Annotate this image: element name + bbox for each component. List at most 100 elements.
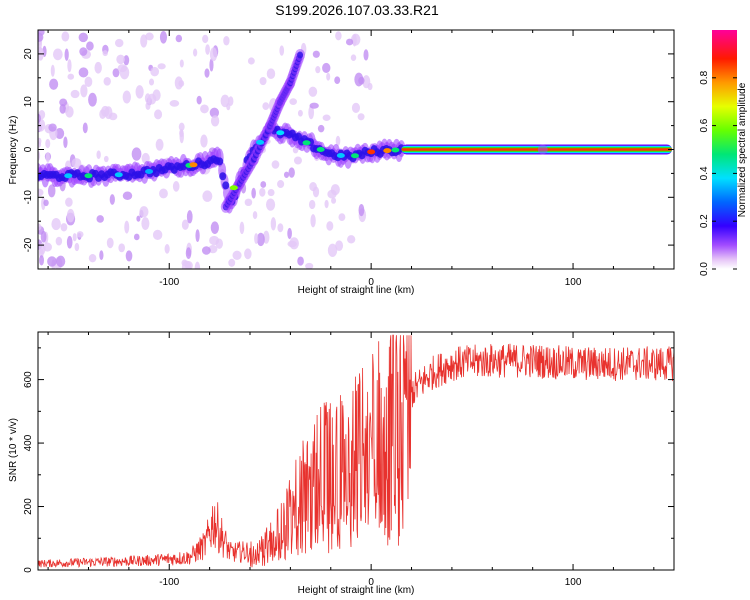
spectrogram-noise-blob (178, 122, 185, 131)
spectrogram-noise-blob (152, 229, 163, 240)
spectrogram-noise-blob (45, 152, 50, 163)
colorbar: 0.0 0.2 0.4 0.6 0.8 Normalized spectral ampl… (699, 30, 748, 276)
spectrogram-noise-blob (335, 240, 344, 252)
spectrogram-noise-blob (181, 219, 189, 230)
spectrogram-noise-blob (326, 221, 334, 231)
spectrogram-noise-blob (228, 258, 236, 267)
spectrogram-noise-blob (136, 215, 141, 222)
spectrogram-noise-blob (38, 113, 41, 124)
spectrogram-noise-blob (94, 61, 102, 74)
spectrogram-noise-blob (324, 199, 329, 209)
spectrogram-ridge-core (222, 181, 230, 190)
spectrogram-noise-blob (103, 155, 109, 163)
spectrogram-noise-blob (78, 32, 88, 43)
spectrogram-noise-blob (247, 57, 255, 65)
spectrogram-noise-blob (52, 48, 63, 61)
spectrogram-noise-blob (140, 34, 148, 48)
spectrogram-ytick-label: 10 (23, 96, 34, 108)
snr-ylabel: SNR (10 * v/v) (8, 418, 19, 482)
spectrogram-noise-blob (210, 221, 219, 235)
spectrogram-noise-blob (358, 76, 365, 85)
colorbar-tick-label: 0.6 (699, 118, 710, 132)
spectrogram-noise-blob (164, 244, 170, 254)
spectrogram-noise-blob (289, 98, 297, 106)
spectrogram-noise-blob (192, 48, 198, 57)
spectrogram-noise-blob (205, 44, 210, 55)
spectrogram-noise-blob (76, 231, 84, 238)
spectrogram-noise-blob (283, 171, 290, 178)
snr-xtick-label: 0 (368, 577, 374, 588)
spectrogram-noise-blob (334, 76, 341, 84)
spectrogram-noise-blob (259, 76, 267, 86)
spectrogram-noise-blob (289, 237, 299, 250)
spectrogram-noise-blob (310, 214, 316, 228)
spectrogram-noise-blob (70, 89, 80, 99)
spectrogram-hotspot (145, 168, 154, 174)
spectrogram-noise-blob (335, 135, 341, 146)
spectrogram-hotspot (383, 148, 392, 154)
spectrogram-noise-blob (65, 197, 73, 207)
snr-axes: -100 0 100 0 200 400 600 (23, 332, 674, 588)
spectrogram-xtick-label: 0 (368, 277, 374, 288)
spectrogram-noise-blob (200, 104, 209, 114)
spectrogram-noise-blob (209, 47, 218, 62)
spectrogram-noise-blob (309, 102, 319, 109)
spectrogram-noise-blob (204, 68, 210, 78)
spectrogram-noise-blob (244, 248, 252, 260)
spectrogram-noise-blob (202, 190, 213, 202)
spectrogram-noise-blob (38, 188, 44, 197)
spectrogram-noise-blob (71, 158, 82, 169)
spectrogram-noise-blob (65, 106, 74, 118)
spectrogram-branch-core (297, 51, 304, 59)
spectrogram-noise-blob (352, 34, 357, 47)
spectrogram-noise-blob (55, 236, 63, 246)
spectrogram-noise-blob (271, 160, 280, 169)
spectrogram-noise-blob (155, 138, 164, 151)
spectrogram-noise-blob (265, 198, 276, 211)
spectrogram-noise-blob (322, 62, 331, 74)
spectrogram-noise-blob (186, 210, 193, 224)
colorbar-tick-label: 0.4 (699, 166, 710, 180)
spectrogram-noise-blob (159, 188, 168, 199)
spectrogram-noise-blob (80, 84, 88, 98)
spectrogram-noise-blob (49, 78, 59, 90)
colorbar-ticks: 0.0 0.2 0.4 0.6 0.8 (699, 70, 737, 276)
spectrogram-noise-blob (79, 47, 88, 56)
spectrogram-ylabel: Frequency (Hz) (8, 116, 19, 185)
spectrogram-noise-blob (201, 246, 211, 255)
spectrogram-noise-blob (196, 95, 202, 105)
spectrogram-noise-blob (259, 187, 266, 197)
spectrogram-noise-blob (357, 113, 365, 121)
spectrogram-noise-blob (210, 115, 220, 127)
spectrogram-noise-blob (175, 34, 183, 43)
spectrogram-noise-blob (322, 114, 331, 121)
spectrogram-noise-blob (279, 45, 285, 56)
spectrogram-noise-blob (297, 256, 304, 266)
spectrogram-noise-blob (123, 55, 130, 66)
spectrogram-noise-blob (45, 138, 51, 149)
spectrogram-noise-blob (38, 150, 41, 161)
spectrogram-noise-blob (125, 250, 133, 262)
spectrogram-noise-blob (232, 250, 242, 260)
spectrogram-noise-blob (99, 250, 104, 261)
spectrogram-noise-blob (64, 48, 69, 61)
spectrogram-noise-blob (102, 50, 108, 57)
spectrogram-noise-blob (288, 167, 295, 178)
spectrogram-noise-blob (266, 68, 276, 80)
spectrogram-noise-blob (56, 255, 66, 268)
spectrogram-noise-blob (363, 49, 369, 61)
spectrogram-noise-blob (326, 72, 331, 81)
spectrogram-noise-blob (112, 68, 120, 78)
spectrogram-noise-blob (179, 129, 184, 144)
spectrogram-noise-blob (305, 262, 314, 269)
spectrogram-noise-blob (59, 103, 66, 114)
spectrogram-noise-blob (277, 223, 284, 233)
spectrogram-noise-blob (38, 223, 42, 231)
spectrogram-noise-blob (96, 215, 104, 223)
spectrogram-noise-blob (209, 58, 214, 72)
spectrogram-noise-blob (178, 80, 185, 87)
spectrogram-ytick-label: -10 (23, 190, 34, 205)
spectrogram-noise-blob (145, 32, 154, 41)
spectrogram-noise-blob (41, 196, 46, 210)
